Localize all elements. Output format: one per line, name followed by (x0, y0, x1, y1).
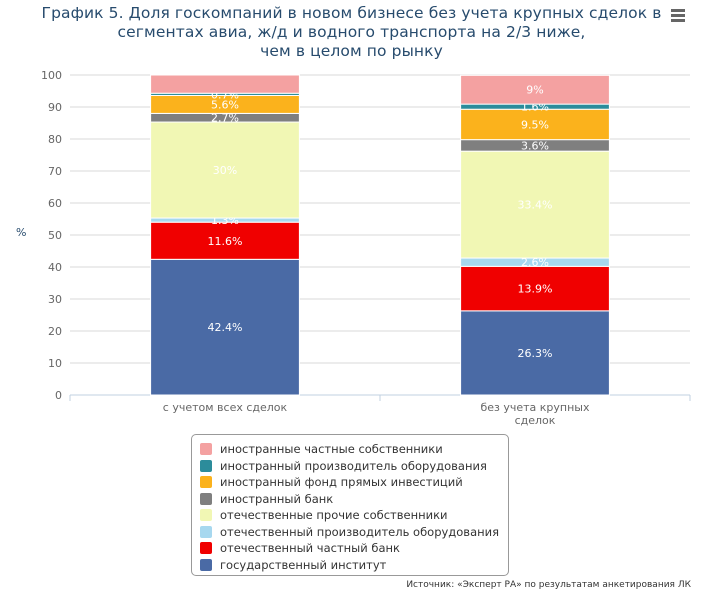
y-tick-label: 10 (48, 357, 62, 370)
y-tick-label: 50 (48, 229, 62, 242)
data-label: 42.4% (208, 321, 243, 334)
data-label: 13.9% (518, 283, 553, 296)
y-tick-label: 30 (48, 293, 62, 306)
data-label: 26.3% (518, 347, 553, 360)
legend-swatch (200, 542, 212, 555)
legend-label: отечественный частный банк (220, 541, 400, 556)
x-tick-label: сделок (515, 414, 556, 427)
bar-segment (460, 108, 610, 141)
data-label: 33.4% (518, 199, 553, 212)
y-tick-label: 0 (55, 389, 62, 402)
data-label: 2.7% (211, 112, 239, 125)
x-tick-label: без учета крупных (480, 401, 590, 414)
data-label: 9% (526, 84, 543, 97)
legend-swatch (200, 459, 212, 472)
legend-label: отечественные прочие собственники (220, 508, 448, 523)
legend-item[interactable]: иностранный производитель оборудования (200, 458, 508, 475)
y-tick-label: 90 (48, 101, 62, 114)
bar-segment (150, 221, 300, 260)
chart-legend: иностранные частные собственники иностран… (191, 434, 509, 576)
legend-item[interactable]: отечественные прочие собственники (200, 507, 508, 524)
menu-bar (671, 14, 685, 17)
data-label: 11.6% (208, 235, 243, 248)
legend-item[interactable]: отечественный производитель оборудования (200, 524, 508, 541)
y-tick-label: 40 (48, 261, 62, 274)
x-tick-label: с учетом всех сделок (163, 401, 288, 414)
menu-bar (671, 19, 685, 22)
bar-segment (150, 121, 300, 219)
legend-item[interactable]: отечественный частный банк (200, 540, 508, 557)
legend-swatch (200, 509, 212, 522)
menu-bar (671, 9, 685, 12)
bar-segment (460, 310, 610, 396)
source-note: Источник: «Эксперт РА» по результатам ан… (406, 580, 691, 590)
chart-title-line: График 5. Доля госкомпаний в новом бизне… (41, 4, 662, 22)
y-tick-label: 20 (48, 325, 62, 338)
y-tick-label: 60 (48, 197, 62, 210)
legend-item[interactable]: государственный институт (200, 557, 508, 574)
data-label: 5.6% (211, 98, 239, 111)
legend-swatch (200, 525, 212, 538)
chart-title-line: сегментах авиа, ж/д и водного транспорта… (117, 23, 586, 41)
legend-label: отечественный производитель оборудования (220, 524, 500, 539)
y-tick-label: 70 (48, 165, 62, 178)
data-label: 30% (213, 164, 237, 177)
bar-segment (150, 74, 300, 94)
data-label: 9.5% (521, 118, 549, 131)
legend-item[interactable]: иностранный банк (200, 491, 508, 508)
chart-plot: 010203040506070809010042.4%11.6%1.3%30%2… (41, 69, 691, 427)
legend-swatch (200, 443, 212, 456)
legend-label: иностранный производитель оборудования (220, 458, 487, 473)
legend-swatch (200, 476, 212, 489)
legend-swatch (200, 492, 212, 505)
legend-swatch (200, 558, 212, 571)
legend-label: иностранные частные собственники (220, 442, 443, 457)
data-label: 2.6% (521, 256, 549, 269)
data-label: 3.6% (521, 139, 549, 152)
chart-title-line: чем в целом по рынку (260, 42, 443, 60)
legend-label: иностранный банк (220, 491, 334, 506)
bar-segment (460, 74, 610, 105)
y-tick-label: 100 (41, 69, 62, 82)
y-tick-label: 80 (48, 133, 62, 146)
bar-segment (460, 150, 610, 259)
chart-title: График 5. Доля госкомпаний в новом бизне… (0, 4, 703, 61)
legend-item[interactable]: иностранный фонд прямых инвестиций (200, 474, 508, 491)
y-axis-label: % (16, 226, 27, 239)
legend-item[interactable]: иностранные частные собственники (200, 441, 508, 458)
legend-label: иностранный фонд прямых инвестиций (220, 475, 463, 490)
chart-menu-icon[interactable] (669, 8, 687, 24)
legend-label: государственный институт (220, 557, 387, 572)
bar-segment (150, 258, 300, 396)
